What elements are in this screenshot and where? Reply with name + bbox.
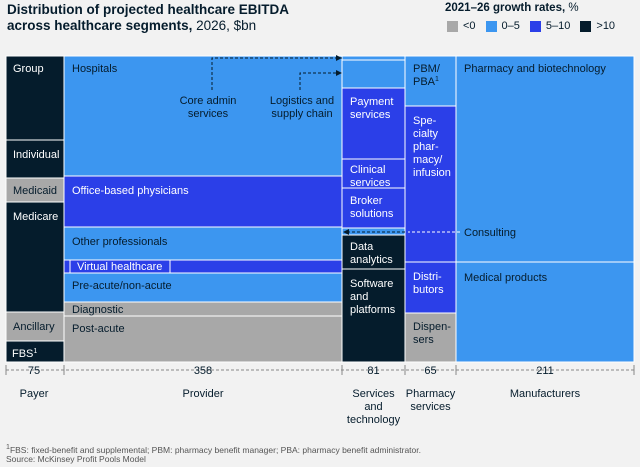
segment-medicare [5, 201, 65, 313]
label-dispensers: Dispen-sers [413, 321, 451, 346]
segment-clinical-services [341, 158, 406, 189]
title-suffix: 2026, $bn [192, 18, 257, 33]
label-diagnostic: Diagnostic [72, 304, 124, 316]
label-logistics-and-supply-chain: Logistics and supply chain [270, 95, 334, 120]
label-hospitals: Hospitals [72, 63, 118, 75]
label-post-acute: Post-acute [72, 323, 125, 335]
segment-other-professionals [63, 226, 343, 261]
source: Source: McKinsey Profit Pools Model [6, 454, 146, 464]
total-label: 75 [28, 365, 40, 377]
segment-logistics-and-supply-chain [341, 59, 406, 89]
label-ancillary: Ancillary [13, 321, 55, 333]
label-clinical-services: Clinical services [350, 164, 391, 189]
label-individual: Individual [13, 149, 59, 161]
label-medicare: Medicare [13, 211, 58, 223]
column-name-1: Payer [20, 388, 49, 400]
legend-item: 0–5 [485, 20, 520, 32]
column-name-4: Pharmacy services [406, 388, 456, 413]
segment-core-admin-services [341, 55, 406, 61]
legend-label: >10 [596, 20, 616, 32]
segment-pharmacy-and-biotechnology [455, 55, 635, 263]
legend-label: 0–5 [501, 20, 520, 32]
label-software-and-platforms: Software and platforms [350, 278, 396, 316]
footnote-mark: 1 [6, 443, 10, 451]
legend-item: >10 [580, 20, 615, 32]
total-label: 358 [194, 365, 212, 377]
total-label: 81 [367, 365, 379, 377]
label-consulting: Consulting [464, 227, 516, 239]
label-office-based-physicians: Office-based physicians [72, 185, 189, 197]
legend-heading-unit: % [565, 2, 579, 14]
virtual-healthcare-box [69, 259, 171, 274]
label-other-professionals: Other professionals [72, 236, 168, 248]
title-line-2: across healthcare segments, [7, 18, 193, 33]
label-data-analytics: Data analytics [350, 241, 393, 266]
label-broker-solutions: Broker solutions [350, 195, 394, 220]
total-label: 65 [424, 365, 436, 377]
legend-swatch [580, 20, 592, 32]
column-name-3: Services and technology [347, 388, 401, 426]
legend-swatch [529, 20, 541, 32]
arrow-core-admin [336, 55, 342, 61]
label-virtual-healthcare: Virtual healthcare [77, 261, 162, 273]
legend-label: <0 [463, 20, 476, 32]
legend-swatch [485, 20, 497, 32]
segment-group [5, 55, 65, 179]
footnote: 1FBS: fixed-benefit and supplemental; PB… [6, 443, 421, 455]
segment-specialty-pharmacy-infusion [404, 105, 457, 263]
title-line-1: Distribution of projected healthcare EBI… [7, 2, 290, 17]
label-pbm-pba: PBM/PBA1 [413, 63, 441, 88]
label-medical-products: Medical products [464, 272, 548, 284]
arrow-consulting [343, 229, 349, 235]
legend-label: 5–10 [545, 20, 571, 32]
legend-item: <0 [447, 20, 476, 32]
segment-ancillary [5, 311, 65, 342]
label-distributors: Distri-butors [413, 271, 444, 296]
segment-post-acute [63, 315, 343, 363]
legend-heading: 2021–26 growth rates, % [445, 2, 579, 14]
legend-heading-bold: 2021–26 growth rates, [445, 2, 566, 14]
legend-item: 5–10 [529, 20, 571, 32]
label-specialty-pharmacy-infusion: Spe-cialty phar-macy/infusion [413, 115, 451, 179]
label-medicaid: Medicaid [13, 185, 57, 197]
total-label: 211 [536, 365, 554, 377]
footnote-text: FBS: fixed-benefit and supplemental; PBM… [9, 444, 421, 455]
segment-software-and-platforms [341, 268, 406, 363]
label-core-admin-services: Core admin services [180, 95, 237, 120]
segment-broker-solutions [341, 187, 406, 229]
segment-pbm-pba [404, 55, 457, 107]
label-payment-services: Payment services [350, 96, 393, 121]
label-pharmacy-and-biotechnology: Pharmacy and biotechnology [464, 63, 606, 75]
label-fbs: FBS1 [12, 348, 37, 360]
segment-office-based-physicians [63, 175, 343, 228]
label-group: Group [13, 63, 44, 75]
callout-logistics [299, 72, 342, 90]
column-name-5: Manufacturers [510, 388, 581, 400]
callout-core-admin [211, 57, 342, 90]
segment-payment-services [341, 87, 406, 160]
column-name-2: Provider [183, 388, 224, 400]
arrow-logistics [336, 70, 342, 76]
chart-title: Distribution of projected healthcare EBI… [7, 2, 289, 34]
segment-dispensers [404, 312, 457, 363]
legend: <0 0–5 5–10 >10 [447, 20, 625, 32]
legend-swatch [447, 20, 458, 32]
label-pre-acute-non-acute: Pre-acute/non-acute [72, 280, 172, 292]
segment-medical-products [455, 261, 635, 363]
